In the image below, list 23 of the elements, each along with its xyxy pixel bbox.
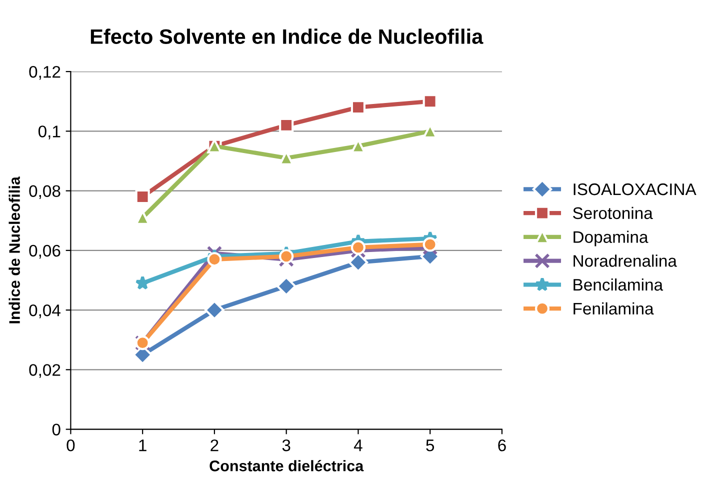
x-tick-label: 6	[498, 439, 506, 452]
y-tick-label: 0,06	[29, 244, 60, 259]
x-tick-label: 2	[210, 439, 218, 452]
y-tick-label: 0,02	[29, 364, 60, 378]
y-tick-label: 0,04	[29, 304, 60, 318]
y-tick-label: 0,1	[38, 126, 60, 140]
legend-label: Noradrenalina	[574, 254, 677, 267]
x-tick-label: 5	[426, 440, 434, 452]
legend-label: Serotonina	[573, 206, 653, 220]
x-tick-label: 0	[66, 439, 75, 452]
legend-label: Dopamina	[574, 230, 648, 246]
legend-label: Fenilamina	[574, 302, 654, 315]
y-axis-title: Indice de Nucleofilia	[8, 176, 20, 324]
legend-label: ISOALOXACINA	[574, 183, 696, 196]
x-tick-label: 3	[282, 439, 290, 452]
x-tick-label: 4	[354, 440, 362, 452]
y-tick-label: 0	[52, 424, 60, 436]
x-axis-title: Constante dieléctrica	[210, 460, 364, 472]
chart-title: Efecto Solvente en Indice de Nucleofilia	[90, 28, 484, 44]
y-tick-label: 0,08	[29, 185, 60, 199]
x-tick-label: 1	[139, 440, 146, 452]
legend-label: Bencilamina	[574, 278, 664, 291]
y-tick-label: 0,12	[29, 66, 60, 80]
